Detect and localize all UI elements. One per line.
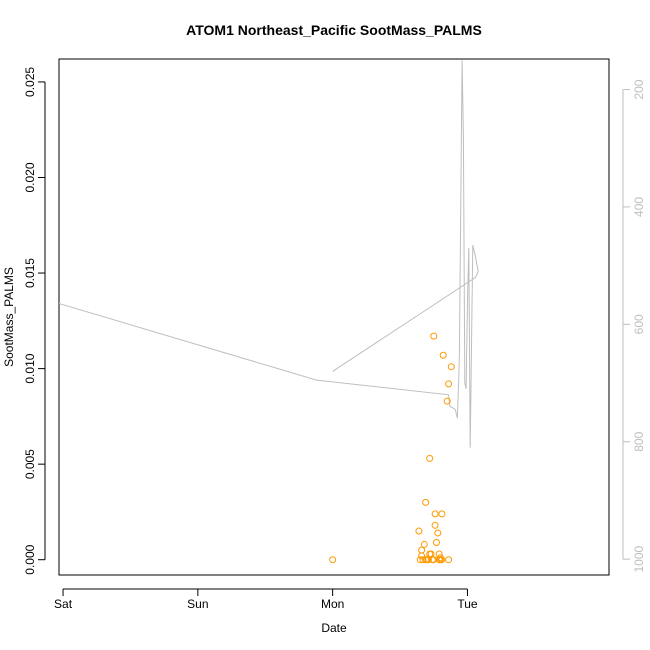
data-point (16, 557, 22, 563)
data-point (431, 521, 439, 529)
data-point (416, 556, 424, 564)
data-point (3, 557, 9, 563)
data-point (443, 397, 451, 405)
data-point (430, 332, 438, 340)
data-point (445, 556, 453, 564)
right-tick-label: 800 (632, 431, 646, 451)
data-point (432, 539, 440, 547)
data-point (415, 527, 423, 535)
chart-title: ATOM1 Northeast_Pacific SootMass_PALMS (186, 22, 482, 38)
x-tick-label: Sun (187, 597, 208, 611)
y-tick-label: 0.020 (23, 162, 37, 192)
data-point (7, 557, 13, 563)
data-point (14, 557, 20, 563)
data-point (438, 510, 446, 518)
data-point (434, 529, 442, 537)
data-point (6, 557, 12, 563)
data-point (445, 380, 453, 388)
data-point (329, 556, 337, 564)
data-point (420, 540, 428, 548)
data-point (16, 528, 22, 534)
right-tick-label: 1000 (632, 545, 646, 572)
data-point (13, 557, 19, 563)
y-tick-label: 0.005 (23, 449, 37, 479)
data-point (435, 550, 443, 558)
data-point (447, 363, 455, 371)
x-tick-label: Mon (321, 597, 344, 611)
data-point (3, 88, 9, 94)
data-point (419, 556, 427, 564)
data-point (426, 454, 434, 462)
data-point (12, 557, 18, 563)
data-point (422, 498, 430, 506)
plot-frame (58, 58, 610, 576)
data-point (430, 556, 438, 564)
points-layer (3, 88, 455, 564)
y-tick-label: 0.000 (23, 544, 37, 574)
right-tick-label: 400 (632, 197, 646, 217)
y-tick-label: 0.010 (23, 353, 37, 383)
data-point (17, 557, 23, 563)
data-point (436, 554, 444, 562)
right-tick-label: 200 (632, 79, 646, 99)
secondary-line-layer (59, 60, 479, 448)
data-point (418, 552, 426, 560)
x-axis-label: Date (321, 621, 347, 635)
data-point (5, 557, 11, 563)
x-tick-label: Sat (54, 597, 73, 611)
secondary-series-line (59, 60, 479, 448)
data-point (438, 556, 446, 564)
data-point (431, 510, 439, 518)
data-point (418, 546, 426, 554)
y-axis-label: SootMass_PALMS (2, 267, 16, 367)
data-point (439, 351, 447, 359)
x-tick-label: Tue (457, 597, 478, 611)
data-point (10, 557, 16, 563)
y-tick-label: 0.025 (23, 67, 37, 97)
data-point (9, 450, 15, 456)
axes-layer: Sat Sun Mon Tue 0.000 0.005 0.010 0.015 0.020 0.0… (23, 67, 646, 611)
right-tick-label: 600 (632, 314, 646, 334)
y-tick-label: 0.015 (23, 258, 37, 288)
